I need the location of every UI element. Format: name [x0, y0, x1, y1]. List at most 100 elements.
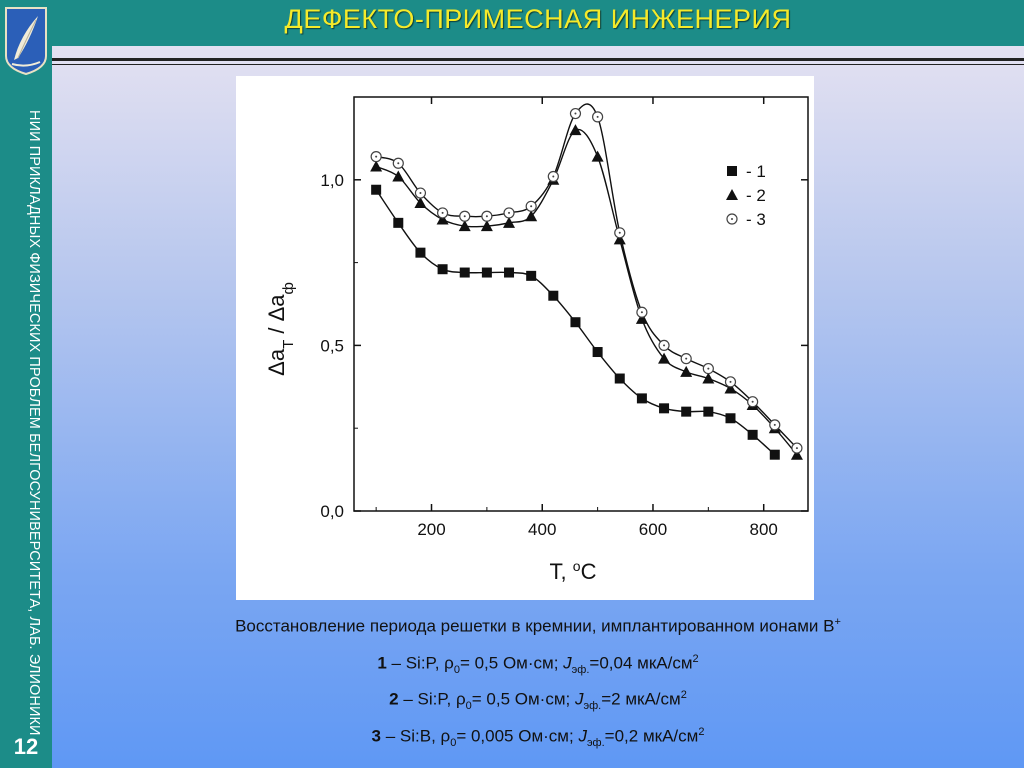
y-tick-label: 0,5	[320, 336, 344, 355]
series-1-point	[481, 267, 492, 278]
series-3-point-dot	[685, 357, 688, 360]
y-tick-label: 1,0	[320, 171, 344, 190]
series-number: 3	[371, 726, 381, 746]
series-3-point-dot	[707, 367, 710, 370]
legend-marker-2	[726, 189, 738, 200]
j-sub: эф.	[583, 700, 602, 713]
institution-label: НИИ ПРИКЛАДНЫХ ФИЗИЧЕСКИХ ПРОБЛЕМ БЕЛГОС…	[26, 110, 42, 736]
header-rule-thin	[52, 64, 1024, 65]
series-3-point-dot	[441, 211, 444, 214]
series-1-point	[703, 406, 714, 417]
j-value: =0,04 мкА/см	[589, 653, 693, 673]
series-2-point	[480, 220, 493, 232]
rho-value: = 0,5 Ом·см;	[459, 653, 564, 673]
series-1-point	[659, 403, 670, 414]
series-2-point	[436, 213, 449, 225]
caption-title: Восстановление периода решетки в кремнии…	[52, 616, 1024, 637]
series-1-point	[415, 247, 426, 258]
series-3-point-dot	[552, 175, 555, 178]
series-1-point	[393, 217, 404, 228]
series-3-point-dot	[463, 215, 466, 218]
series-3-point-dot	[419, 192, 422, 195]
series-3-point-dot	[795, 447, 798, 450]
j-value: =2 мкА/см	[601, 689, 681, 709]
y-tick-label: 0,0	[320, 502, 344, 521]
series-number: 2	[389, 689, 399, 709]
series-3-point-dot	[485, 215, 488, 218]
series-2-point	[370, 160, 383, 172]
series-1-point	[769, 449, 780, 460]
series-3-point-dot	[751, 400, 754, 403]
series-1-point	[747, 429, 758, 440]
series-3-point-dot	[640, 311, 643, 314]
x-tick-label: 200	[417, 520, 445, 539]
y-axis-label: ΔaT / Δaф	[264, 282, 297, 376]
series-1-point	[592, 347, 603, 358]
series-2-point	[724, 382, 737, 394]
series-2-point	[635, 312, 648, 324]
j-sub: эф.	[571, 664, 590, 677]
series-1-point	[371, 184, 382, 195]
rho-sub: 0	[453, 664, 460, 677]
unit-sup: 2	[680, 689, 687, 701]
header-rule	[52, 58, 1024, 61]
page-number: 12	[13, 734, 39, 759]
series-3-point-dot	[574, 112, 577, 115]
series-1-point	[725, 413, 736, 424]
series-2-point	[658, 352, 671, 364]
series-1-point	[459, 267, 470, 278]
x-tick-label: 400	[528, 520, 556, 539]
series-2-point	[569, 124, 582, 136]
series-1-point	[437, 264, 448, 275]
j-value: =0,2 мкА/см	[604, 726, 699, 746]
series-3-point-dot	[375, 155, 378, 158]
series-3-point-dot	[530, 205, 533, 208]
series-2-point	[591, 150, 604, 162]
caption-line-3: 3 – Si:B, ρ0= 0,005 Ом·см; Jэф.=0,2 мкА/…	[52, 726, 1024, 749]
sidebar: НИИ ПРИКЛАДНЫХ ФИЗИЧЕСКИХ ПРОБЛЕМ БЕЛГОС…	[0, 0, 52, 768]
caption-line-2: 2 – Si:P, ρ0= 0,5 Ом·см; Jэф.=2 мкА/см2	[52, 689, 1024, 712]
j-symbol: J	[563, 653, 572, 673]
series-3-point-dot	[729, 380, 732, 383]
series-3-point-dot	[618, 231, 621, 234]
material: – Si:B, ρ	[380, 726, 451, 746]
caption-title-text: Восстановление периода решетки в кремнии…	[235, 616, 835, 636]
series-3-point-dot	[773, 423, 776, 426]
series-1-point	[526, 270, 537, 281]
rho-sub: 0	[465, 700, 472, 713]
legend-label-1: - 1	[746, 162, 766, 181]
series-3-point-dot	[596, 115, 599, 118]
rho-value: = 0,5 Ом·см;	[471, 689, 575, 709]
series-2-point	[613, 233, 626, 245]
series-2-point	[790, 448, 803, 460]
series-3-point-dot	[508, 211, 511, 214]
header-bar	[52, 0, 1024, 46]
series-line-2	[375, 128, 798, 456]
series-2-point	[525, 210, 538, 222]
caption-line-1: 1 – Si:P, ρ0= 0,5 Ом·см; Jэф.=0,04 мкА/с…	[52, 653, 1024, 676]
unit-sup: 2	[692, 653, 699, 665]
series-2-point	[392, 170, 405, 182]
x-axis-label: T, oC	[550, 558, 597, 584]
series-1-point	[614, 373, 625, 384]
x-tick-label: 600	[639, 520, 667, 539]
series-1-point	[570, 317, 581, 328]
material: – Si:P, ρ	[398, 689, 466, 709]
material: – Si:P, ρ	[386, 653, 454, 673]
series-1-point	[548, 290, 559, 301]
series-3-point-dot	[663, 344, 666, 347]
series-1-point	[504, 267, 515, 278]
slide-title: ДЕФЕКТО-ПРИМЕСНАЯ ИНЖЕНЕРИЯ	[284, 4, 792, 34]
rho-value: = 0,005 Ом·см;	[456, 726, 579, 746]
series-line-3	[375, 103, 798, 449]
rho-sub: 0	[450, 737, 457, 750]
series-2-point	[414, 196, 427, 208]
legend-label-2: - 2	[746, 186, 766, 205]
series-2-point	[702, 372, 715, 384]
series-1-point	[681, 406, 692, 417]
j-symbol: J	[578, 726, 587, 746]
series-2-point	[503, 216, 516, 228]
series-2-point	[680, 365, 693, 377]
legend-marker-3-dot	[731, 218, 733, 220]
unit-sup: 2	[698, 726, 705, 738]
